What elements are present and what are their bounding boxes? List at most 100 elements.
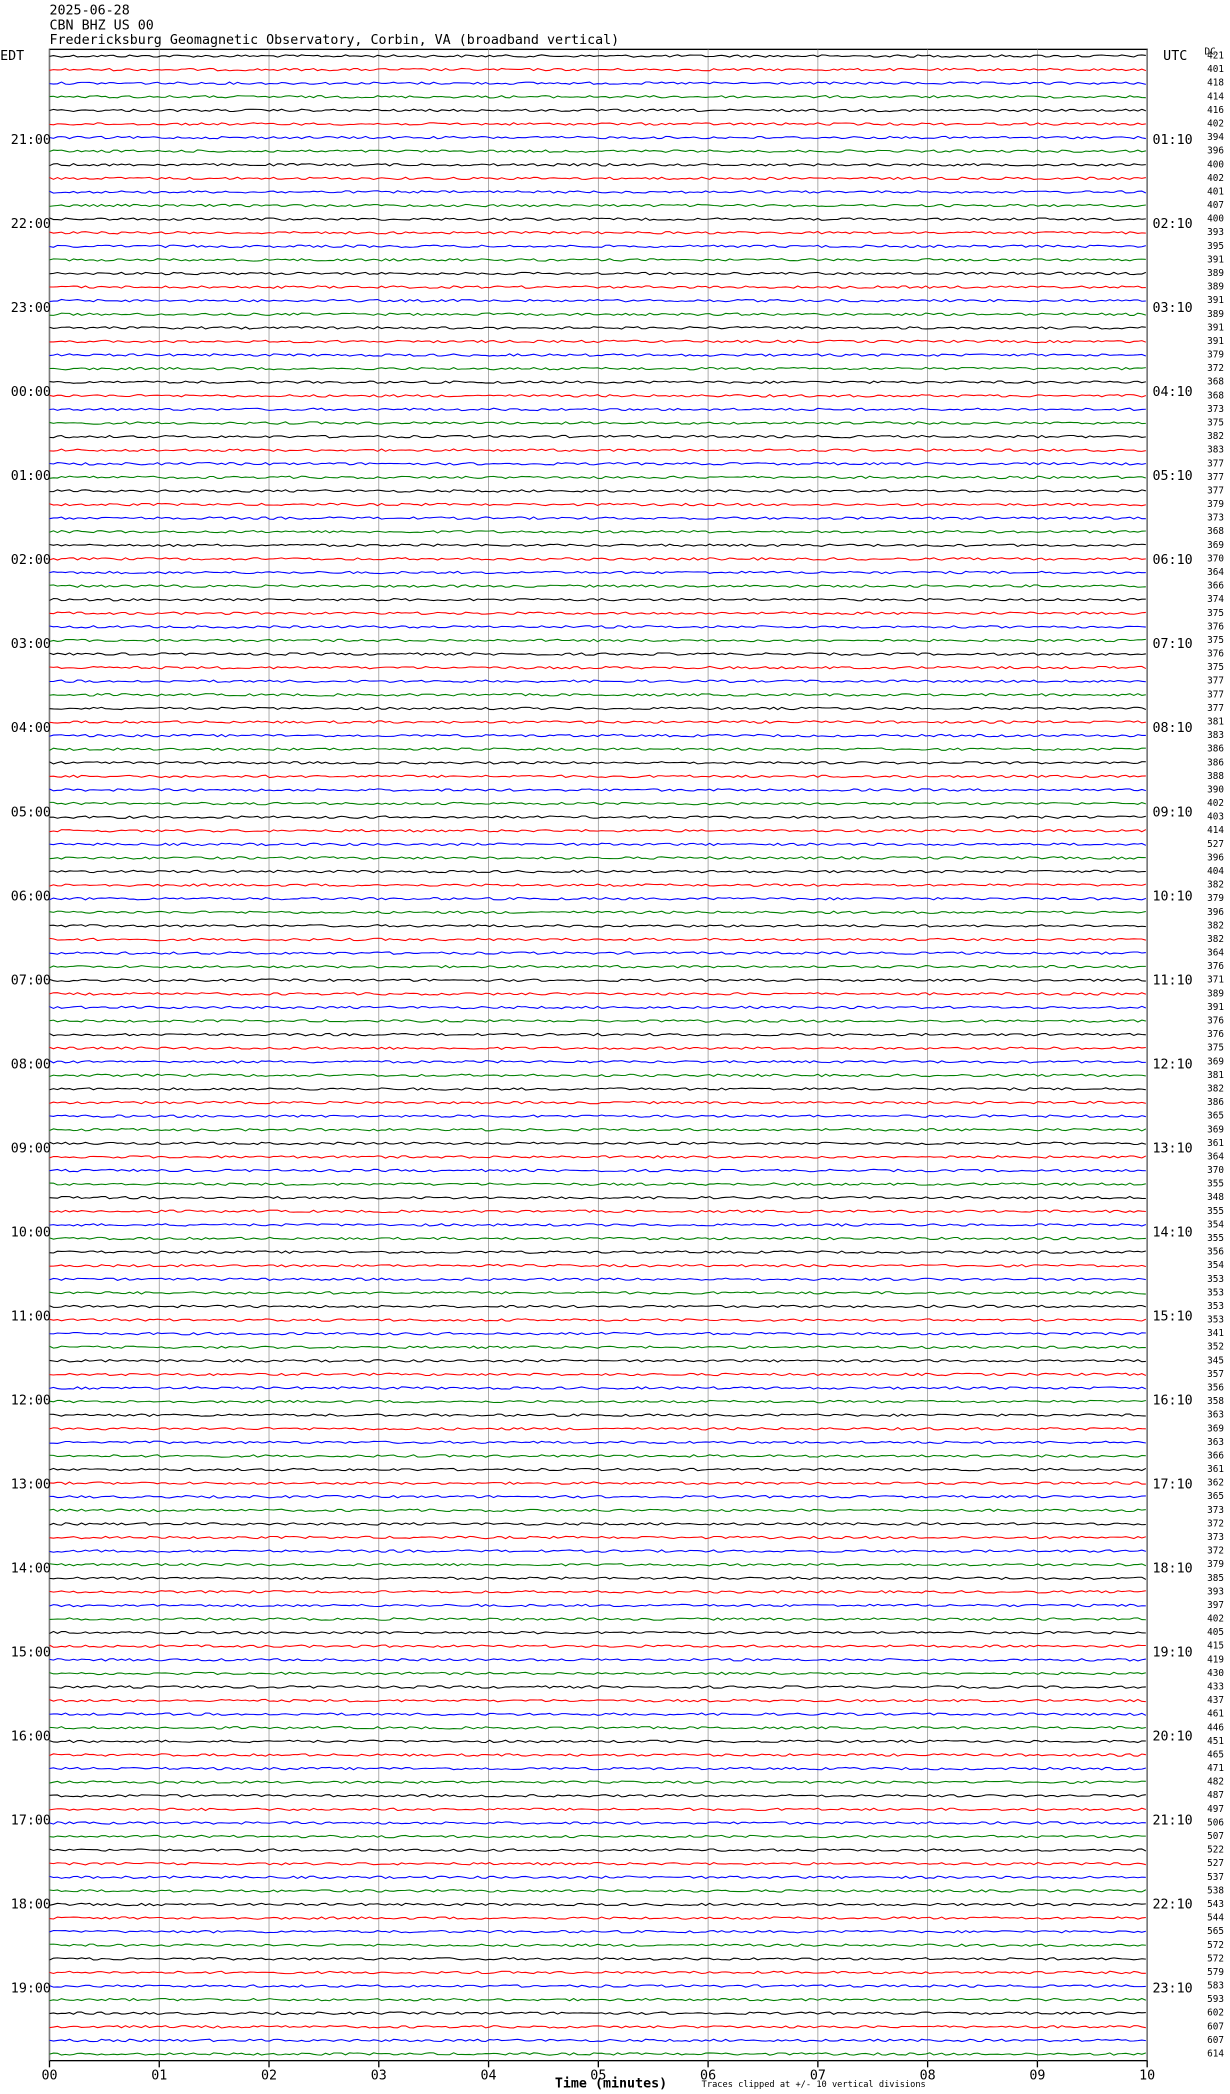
right-time-label: 12:10 xyxy=(1153,1057,1193,1072)
dc-offset: 602 xyxy=(1207,2008,1224,2019)
dc-offset: 416 xyxy=(1207,105,1224,116)
trace xyxy=(49,2011,1146,2015)
dc-offset: 507 xyxy=(1207,1831,1224,1842)
trace xyxy=(49,1128,1147,1132)
dc-offset: 391 xyxy=(1207,295,1224,306)
dc-offset: 572 xyxy=(1207,1953,1224,1964)
dc-offset: 376 xyxy=(1207,649,1224,660)
x-tick-label: 03 xyxy=(371,2068,387,2083)
trace xyxy=(49,706,1147,711)
trace xyxy=(49,1467,1147,1472)
trace xyxy=(49,1794,1146,1798)
header-station: CBN BHZ US 00 xyxy=(49,18,153,33)
dc-offset: 382 xyxy=(1207,934,1224,945)
left-time-label: 02:00 xyxy=(11,553,51,568)
trace xyxy=(49,1522,1146,1526)
trace xyxy=(49,2052,1147,2056)
dc-offset: 364 xyxy=(1207,1151,1224,1162)
trace xyxy=(49,95,1146,99)
left-time-label: 01:00 xyxy=(11,469,51,484)
trace xyxy=(49,407,1146,412)
dc-offset: 396 xyxy=(1207,146,1224,157)
trace xyxy=(49,67,1147,72)
trace xyxy=(49,190,1147,194)
trace xyxy=(49,1427,1146,1431)
dc-offset: 368 xyxy=(1207,377,1224,388)
trace xyxy=(49,258,1146,262)
dc-offset: 418 xyxy=(1207,78,1224,89)
right-time-label: 10:10 xyxy=(1153,889,1193,904)
trace xyxy=(49,1359,1146,1363)
trace xyxy=(49,774,1146,779)
dc-offset: 393 xyxy=(1207,227,1224,238)
dc-offset: 579 xyxy=(1207,1967,1224,1978)
right-time-label: 23:10 xyxy=(1153,1982,1193,1997)
dc-offset: 370 xyxy=(1207,1165,1224,1176)
dc-offset: 614 xyxy=(1207,2048,1224,2059)
dc-offset: 404 xyxy=(1207,866,1224,877)
dc-offset: 381 xyxy=(1207,1070,1224,1081)
trace xyxy=(49,1834,1146,1839)
dc-offset: 407 xyxy=(1207,200,1224,211)
dc-offset: 402 xyxy=(1207,118,1224,129)
dc-offset: 377 xyxy=(1207,676,1224,687)
trace xyxy=(49,1821,1146,1825)
dc-offset: 390 xyxy=(1207,784,1224,795)
dc-offset: 377 xyxy=(1207,689,1224,700)
trace xyxy=(49,217,1146,221)
dc-offset: 354 xyxy=(1207,1219,1224,1230)
dc-offset: 572 xyxy=(1207,1940,1224,1951)
header-observatory: Fredericksburg Geomagnetic Observatory, … xyxy=(49,33,619,48)
trace xyxy=(49,1780,1146,1784)
dc-offset: 386 xyxy=(1207,757,1224,768)
trace xyxy=(49,964,1146,969)
trace xyxy=(49,1263,1146,1268)
dc-offset: 397 xyxy=(1207,1600,1224,1611)
dc-offset: 388 xyxy=(1207,771,1224,782)
trace xyxy=(49,1617,1146,1621)
trace xyxy=(49,1223,1147,1227)
left-time-label: 17:00 xyxy=(11,1814,51,1829)
dc-offset: 383 xyxy=(1207,730,1224,741)
dc-offset: 446 xyxy=(1207,1722,1224,1733)
trace xyxy=(49,1590,1146,1594)
trace xyxy=(49,1236,1146,1241)
x-tick-label: 09 xyxy=(1029,2068,1045,2083)
dc-offset: 386 xyxy=(1207,1097,1224,1108)
left-time-label: 10:00 xyxy=(11,1225,51,1240)
trace xyxy=(49,896,1147,901)
dc-offset: 377 xyxy=(1207,703,1224,714)
dc-offset: 506 xyxy=(1207,1817,1224,1828)
trace xyxy=(49,135,1146,140)
dc-offset: 369 xyxy=(1207,1124,1224,1135)
trace xyxy=(49,2038,1146,2043)
trace xyxy=(49,122,1146,126)
right-time-label: 19:10 xyxy=(1153,1646,1193,1661)
dc-offset: 373 xyxy=(1207,404,1224,415)
dc-offset: 487 xyxy=(1207,1790,1224,1801)
dc-offset: 389 xyxy=(1207,309,1224,320)
trace xyxy=(49,285,1146,289)
trace xyxy=(49,1807,1146,1812)
trace xyxy=(49,366,1146,371)
dc-offset: 386 xyxy=(1207,744,1224,755)
left-time-label: 19:00 xyxy=(11,1982,51,1997)
right-time-label: 08:10 xyxy=(1153,721,1193,736)
trace xyxy=(49,230,1146,235)
trace xyxy=(49,1875,1146,1880)
right-time-label: 09:10 xyxy=(1153,805,1193,820)
left-time-label: 12:00 xyxy=(11,1393,51,1408)
dc-offset: 538 xyxy=(1207,1885,1224,1896)
trace xyxy=(49,1481,1146,1485)
trace xyxy=(49,1100,1146,1105)
trace xyxy=(49,1957,1146,1961)
header-date: 2025-06-28 xyxy=(49,4,129,19)
dc-offset: 353 xyxy=(1207,1287,1224,1298)
trace xyxy=(49,557,1146,561)
trace xyxy=(49,1494,1146,1499)
dc-offset: 371 xyxy=(1207,975,1224,986)
trace xyxy=(49,1386,1147,1390)
left-time-label: 09:00 xyxy=(11,1141,51,1156)
trace xyxy=(49,924,1146,928)
dc-offset: 356 xyxy=(1207,1382,1224,1393)
